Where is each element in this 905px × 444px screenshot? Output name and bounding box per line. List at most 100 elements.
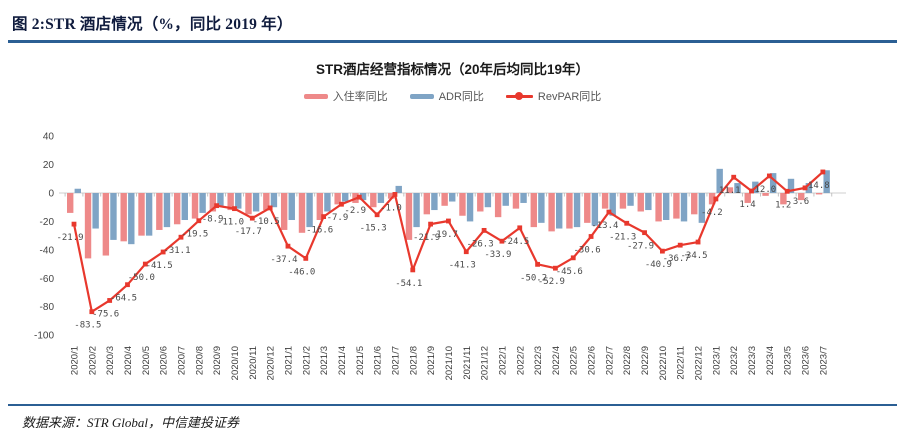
- bar-occupancy: [637, 193, 644, 212]
- bar-adr: [466, 193, 474, 222]
- bar-adr: [199, 193, 206, 213]
- bar-occupancy: [441, 193, 448, 206]
- bar-occupancy: [173, 193, 181, 225]
- line-marker: [570, 255, 576, 261]
- line-marker: [766, 173, 772, 179]
- bar-occupancy: [316, 193, 324, 221]
- bar-adr: [556, 193, 563, 229]
- line-marker: [446, 218, 451, 224]
- x-tick-label: 2022/8: [622, 346, 633, 375]
- data-label: -45.6: [556, 267, 583, 277]
- bar-occupancy: [280, 193, 288, 230]
- line-marker: [713, 196, 719, 202]
- occupancy-swatch-icon: [303, 93, 328, 99]
- data-label: 1.2: [775, 200, 791, 210]
- x-tick-label: 2021/4: [337, 346, 348, 375]
- x-tick-label: 2023/2: [729, 346, 740, 375]
- data-label: -19.5: [181, 230, 208, 240]
- bar-occupancy: [512, 193, 520, 209]
- line-marker: [303, 255, 309, 261]
- line-marker: [642, 230, 647, 236]
- bar-adr: [538, 193, 545, 223]
- line-marker: [125, 282, 130, 288]
- bar-occupancy: [744, 193, 751, 203]
- bar-occupancy: [726, 187, 734, 193]
- line-marker: [321, 214, 327, 219]
- bar-occupancy: [423, 193, 430, 215]
- bar-occupancy: [601, 193, 609, 209]
- x-tick-label: 2021/2: [301, 346, 312, 375]
- bar-occupancy: [477, 193, 484, 212]
- x-tick-label: 2022/9: [640, 346, 651, 375]
- bar-adr: [145, 193, 153, 236]
- bar-adr: [698, 193, 706, 223]
- bar-adr: [449, 193, 456, 202]
- x-tick-label: 2020/3: [105, 346, 116, 375]
- data-label: -30.6: [574, 245, 601, 255]
- bar-occupancy: [102, 193, 110, 256]
- line-marker: [267, 205, 273, 211]
- bar-adr: [342, 193, 349, 202]
- x-tick-label: 2021/3: [319, 346, 330, 375]
- bar-adr: [645, 193, 652, 211]
- legend-label-revpar: RevPAR同比: [537, 91, 602, 103]
- data-label: -21.3: [609, 232, 636, 242]
- x-tick-label: 2021/1: [283, 346, 294, 375]
- x-tick-label: 2022/7: [604, 346, 615, 375]
- bar-occupancy: [67, 193, 74, 213]
- bar-adr: [662, 193, 670, 221]
- bar-occupancy: [138, 193, 145, 236]
- y-tick-label: 0: [48, 189, 54, 200]
- data-label: -21.9: [56, 233, 83, 243]
- bar-adr: [805, 183, 813, 193]
- x-tick-label: 2022/5: [569, 346, 580, 375]
- y-tick-label: -80: [40, 302, 55, 313]
- x-tick-label: 2023/5: [783, 346, 794, 375]
- line-marker: [606, 209, 612, 215]
- data-source: 数据来源：STR Global，中信建投证券: [22, 415, 240, 430]
- x-tick-label: 2023/1: [711, 346, 722, 375]
- x-tick-label: 2022/6: [587, 346, 598, 375]
- line-marker: [820, 169, 826, 175]
- x-tick-label: 2023/3: [747, 346, 758, 375]
- bar-occupancy: [548, 193, 555, 232]
- data-label: -75.6: [92, 309, 119, 319]
- bar-occupancy: [298, 193, 306, 233]
- legend-item-occupancy[interactable]: 入住率同比: [303, 88, 388, 104]
- line-marker: [535, 261, 540, 267]
- data-label: 1.4: [739, 200, 755, 210]
- data-label: -34.5: [681, 251, 708, 261]
- bar-occupancy: [227, 193, 234, 211]
- x-tick-label: 2020/8: [194, 346, 205, 375]
- bar-adr: [288, 193, 295, 221]
- bar-adr: [484, 193, 492, 208]
- bar-adr: [306, 193, 313, 228]
- bar-adr: [163, 193, 171, 228]
- x-tick-label: 2021/10: [444, 346, 455, 380]
- x-tick-label: 2020/11: [248, 346, 259, 380]
- line-marker: [677, 242, 683, 248]
- bar-occupancy: [263, 193, 270, 211]
- line-marker: [695, 239, 701, 245]
- data-label: -41.3: [449, 261, 476, 271]
- line-marker: [588, 234, 594, 239]
- line-marker: [392, 192, 398, 197]
- line-marker: [160, 249, 166, 255]
- bar-occupancy: [691, 193, 698, 215]
- data-label: 14.8: [808, 181, 830, 191]
- legend-item-revpar[interactable]: RevPAR同比: [505, 88, 602, 104]
- data-label: -16.6: [306, 226, 333, 236]
- data-label: -52.9: [538, 277, 565, 287]
- y-tick-label: -100: [34, 331, 54, 342]
- data-label: -50.2: [520, 273, 547, 283]
- x-tick-label: 2020/9: [212, 346, 223, 375]
- legend-item-adr[interactable]: ADR同比: [409, 88, 484, 104]
- line-marker: [107, 298, 113, 303]
- bar-adr: [181, 193, 188, 221]
- data-label: 12.0: [755, 185, 777, 195]
- x-tick-label: 2020/5: [141, 346, 152, 375]
- line-marker: [374, 212, 380, 218]
- bar-adr: [270, 193, 278, 208]
- bar-adr: [787, 178, 795, 193]
